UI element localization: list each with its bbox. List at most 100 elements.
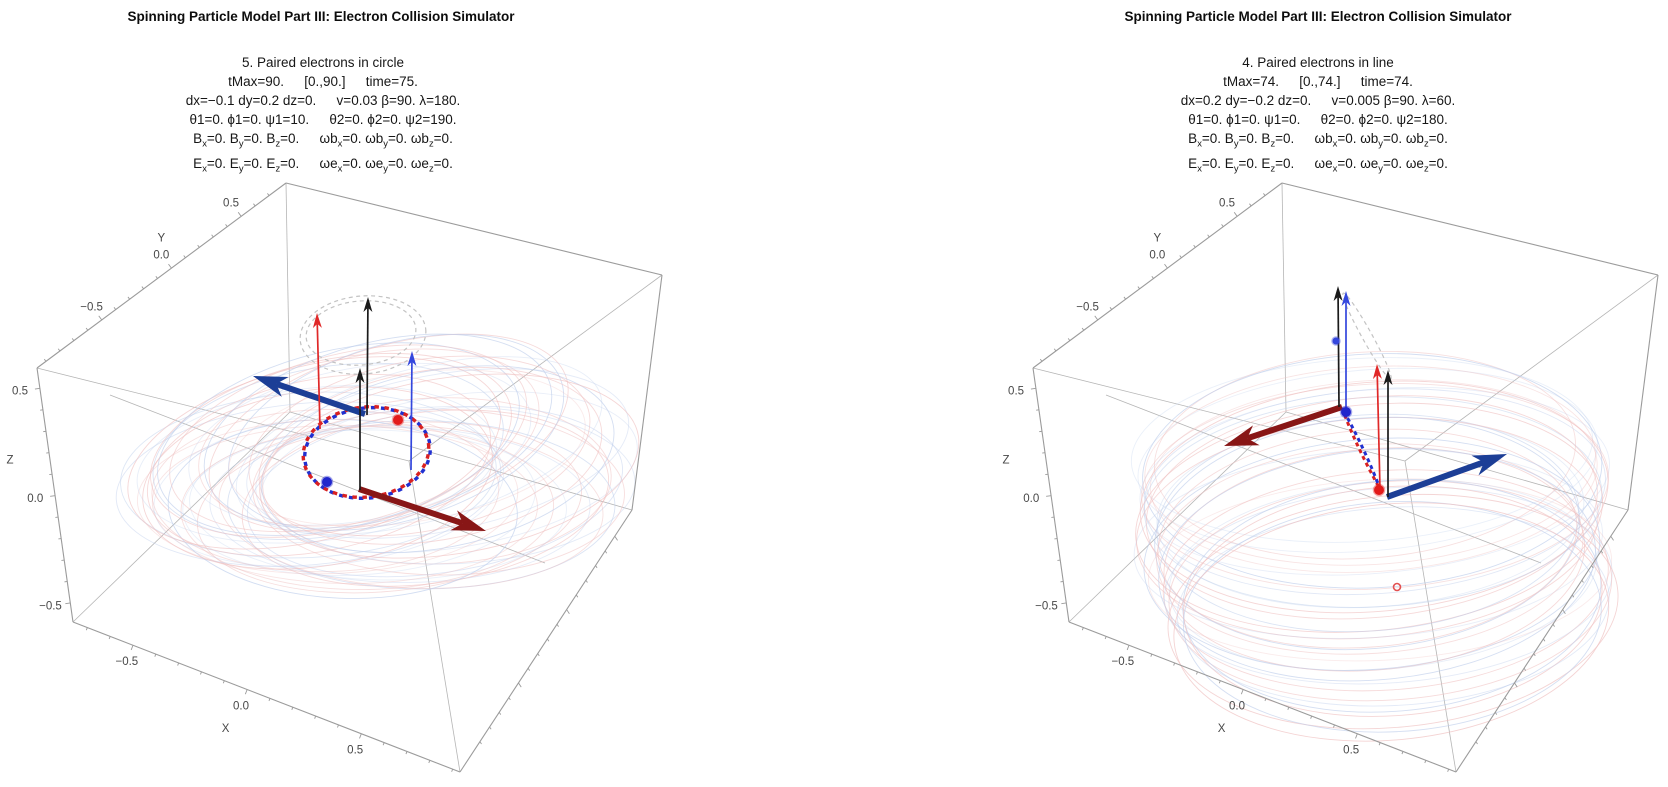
spin-arrow-blue-head: [1341, 291, 1351, 306]
orbit-ring: [1162, 469, 1609, 692]
param-line-euler: θ1=0. ϕ1=0. ψ1=0. θ2=0. ϕ2=0. ψ2=180.: [1188, 112, 1448, 127]
axis-tick-minor: [1552, 623, 1555, 627]
axis-tick-major: [1126, 645, 1130, 651]
axis-tick-label: 0.5: [1008, 386, 1024, 398]
axis-tick-major: [1355, 733, 1358, 739]
orbit-ring: [1153, 350, 1576, 560]
axis-tick-minor: [1081, 627, 1084, 631]
axis-tick-label: 0.5: [1343, 745, 1359, 757]
axis-tick-minor: [1523, 668, 1527, 671]
pair-ring-red: [301, 404, 431, 500]
axis-tick-minor: [1218, 680, 1221, 684]
simulation-parameters: 4. Paired electrons in line tMax=74. [0.…: [1181, 53, 1456, 178]
axis-tick-minor: [1591, 565, 1594, 569]
axis-tick-minor: [200, 671, 202, 675]
axis-tick-minor: [1378, 742, 1381, 746]
orbit-ring: [1154, 416, 1580, 651]
box-edge: [631, 274, 663, 511]
axis-tick-minor: [1571, 594, 1575, 598]
spin-arrow-blue-shaft: [410, 361, 413, 471]
orbit-ring: [151, 409, 500, 573]
axis-tick-minor: [451, 768, 454, 772]
axis-tick-minor: [108, 636, 111, 640]
axis-tick-minor: [1447, 768, 1450, 772]
spin-arrow-black-lower-head: [1383, 370, 1393, 385]
orbit-ring: [1168, 480, 1613, 702]
plot-3d-paired-electrons-line[interactable]: 0.5 0.0 −0.5 Y 0.5 0.0 −0.5 Z −0.5 0.0 0.5 X: [1002, 182, 1659, 773]
axis-tick-minor: [1179, 255, 1182, 259]
axis-tick-minor: [1207, 234, 1210, 238]
axis-tick-minor: [595, 565, 598, 569]
momentum-arrow-dark-red-head: [1224, 425, 1260, 446]
axis-tick-minor: [1151, 275, 1154, 279]
axis-tick-minor: [267, 193, 270, 196]
plot-3d-paired-electrons-circle[interactable]: 0.5 0.0 −0.5 Y 0.5 0.0 −0.5 Z −0.5 0.0 0.5 X: [6, 182, 663, 773]
param-line-efield: Ex=0. Ey=0. Ez=0. ωex=0. ωey=0. ωez=0.: [1188, 155, 1448, 175]
box-hidden-edge: [1068, 411, 1287, 623]
axis-tick-major: [34, 387, 40, 390]
box-edge: [1068, 621, 1457, 773]
orbit-ring: [241, 409, 610, 587]
spin-arrow-black-upper-head: [1333, 286, 1343, 301]
spin-arrow-black-tall-head: [363, 297, 373, 312]
param-line-euler: θ1=0. ϕ1=0. ψ1=10. θ2=0. ϕ2=0. ψ2=190.: [189, 112, 457, 127]
axis-label-z: Z: [1002, 454, 1009, 466]
axis-tick-minor: [154, 653, 157, 657]
orbit-ring: [151, 424, 538, 585]
spin-arrow-red-head: [312, 313, 322, 329]
axis-tick-minor: [1494, 712, 1498, 715]
orbit-ring: [182, 425, 536, 576]
momentum-arrow-dark-blue-head: [253, 376, 289, 397]
orbit-ring: [247, 405, 623, 578]
orbit-ring: [261, 365, 615, 554]
axis-tick-minor: [1287, 707, 1290, 710]
box-edge: [285, 182, 663, 276]
axis-tick-minor: [498, 712, 502, 715]
orbit-ring: [136, 418, 519, 575]
axis-label-z: Z: [6, 454, 13, 466]
axis-tick-major: [65, 602, 71, 605]
axis-tick-minor: [1475, 741, 1478, 745]
axis-tick-minor: [57, 348, 61, 352]
axis-tick-minor: [1249, 203, 1252, 207]
orbit-ring: [1176, 506, 1610, 707]
axis-tick-label: −0.5: [80, 301, 103, 313]
axis-tick-major: [1094, 315, 1099, 321]
axis-tick-label: 0.0: [1149, 249, 1165, 261]
orbit-ring: [180, 426, 555, 591]
axis-tick-minor: [85, 327, 89, 331]
box-hidden-edge: [408, 274, 663, 462]
box-hidden-edge: [1032, 367, 1406, 462]
orbit-ring: [218, 424, 604, 589]
axis-tick-major: [1164, 263, 1168, 269]
param-line-bfield: Bx=0. By=0. Bz=0. ωbx=0. ωby=0. ωbz=0.: [193, 131, 453, 150]
orbit-ring: [1158, 447, 1596, 682]
axis-tick-label: 0.0: [27, 493, 43, 505]
axis-tick-minor: [1600, 550, 1604, 554]
orbit-ring: [208, 333, 569, 532]
axis-tick-minor: [1173, 662, 1176, 666]
orbit-ring: [235, 356, 603, 535]
param-line-delta: dx=0.2 dy=−0.2 dz=0. v=0.005 β=90. λ=60.: [1180, 93, 1456, 108]
electron-red: [1372, 483, 1386, 497]
axis-tick-minor: [222, 680, 225, 684]
orbit-ring: [1137, 367, 1598, 554]
dashed-orbit-loop: [305, 300, 417, 366]
box-edge: [1281, 182, 1659, 276]
electron-red: [391, 413, 405, 427]
orbit-ring: [169, 344, 527, 533]
axis-tick-minor: [1424, 760, 1427, 764]
momentum-arrow-dark-red-shaft: [1246, 404, 1343, 442]
orbit-ring: [146, 373, 492, 557]
orbit-ring: [259, 373, 640, 559]
axis-tick-major: [1061, 602, 1067, 605]
axis-tick-minor: [1039, 358, 1043, 362]
axis-label-x: X: [1218, 723, 1226, 735]
origin-axis-line: [1105, 394, 1542, 564]
trace-dot-red: [1392, 582, 1402, 592]
axis-tick-minor: [489, 726, 492, 730]
axis-tick-major: [244, 689, 248, 695]
box-edge: [72, 621, 461, 773]
axis-tick-major: [1240, 689, 1244, 695]
orbit-ring: [262, 397, 612, 565]
